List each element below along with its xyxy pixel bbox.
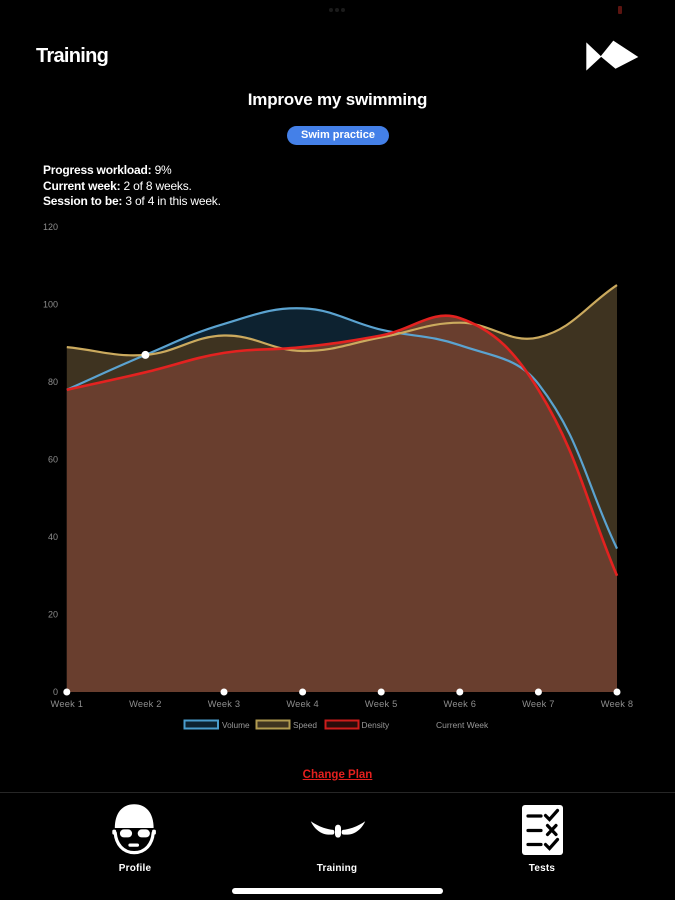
svg-text:Density: Density <box>362 720 391 730</box>
svg-text:100: 100 <box>43 300 58 310</box>
svg-text:Week 1: Week 1 <box>51 699 84 709</box>
svg-text:40: 40 <box>48 532 58 542</box>
svg-text:Current Week: Current Week <box>436 720 489 730</box>
svg-text:Week 5: Week 5 <box>365 699 398 709</box>
svg-text:Speed: Speed <box>293 720 317 730</box>
svg-text:Week 6: Week 6 <box>444 699 477 709</box>
svg-text:Volume: Volume <box>222 720 250 730</box>
svg-text:0: 0 <box>53 687 58 697</box>
svg-text:80: 80 <box>48 377 58 387</box>
svg-text:20: 20 <box>48 610 58 620</box>
svg-text:Week 2: Week 2 <box>129 699 162 709</box>
svg-text:120: 120 <box>43 222 58 232</box>
svg-text:60: 60 <box>48 455 58 465</box>
svg-text:Week 7: Week 7 <box>522 699 555 709</box>
svg-text:Week 3: Week 3 <box>208 699 241 709</box>
svg-text:Week 4: Week 4 <box>286 699 319 709</box>
svg-text:Week 8: Week 8 <box>601 699 634 709</box>
